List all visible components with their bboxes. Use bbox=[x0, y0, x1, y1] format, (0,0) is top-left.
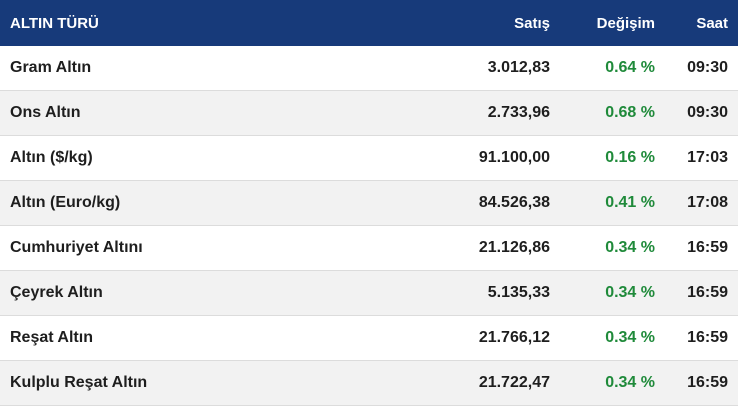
gold-type: Reşat Altın bbox=[10, 329, 93, 346]
sell-price: 3.012,83 bbox=[487, 59, 550, 76]
sell-price: 21.722,47 bbox=[478, 374, 550, 391]
change-percent: 0.41 % bbox=[605, 194, 655, 211]
sell-price: 91.100,00 bbox=[478, 149, 550, 166]
table-row[interactable]: Altın (Euro/kg) 84.526,38 0.41 % 17:08 bbox=[0, 181, 738, 226]
header-time[interactable]: Saat bbox=[696, 14, 728, 32]
header-change[interactable]: Değişim bbox=[596, 14, 655, 32]
update-time: 16:59 bbox=[687, 374, 728, 391]
change-percent: 0.16 % bbox=[605, 149, 655, 166]
sell-price: 2.733,96 bbox=[487, 104, 550, 121]
header-name[interactable]: ALTIN TÜRÜ bbox=[10, 14, 99, 32]
sell-price: 84.526,38 bbox=[478, 194, 550, 211]
table-header: ALTIN TÜRÜ Satış Değişim Saat bbox=[0, 0, 738, 46]
sell-price: 21.126,86 bbox=[478, 239, 550, 256]
gold-type: Altın (Euro/kg) bbox=[10, 194, 121, 211]
update-time: 16:59 bbox=[687, 284, 728, 301]
header-sell[interactable]: Satış bbox=[514, 14, 550, 32]
change-percent: 0.34 % bbox=[605, 374, 655, 391]
change-percent: 0.68 % bbox=[605, 104, 655, 121]
update-time: 09:30 bbox=[687, 59, 728, 76]
table-row[interactable]: Kulplu Reşat Altın 21.722,47 0.34 % 16:5… bbox=[0, 361, 738, 406]
sell-price: 5.135,33 bbox=[487, 284, 550, 301]
change-percent: 0.34 % bbox=[605, 329, 655, 346]
gold-type: Gram Altın bbox=[10, 59, 92, 76]
table-row[interactable]: Altın ($/kg) 91.100,00 0.16 % 17:03 bbox=[0, 136, 738, 181]
gold-type: Çeyrek Altın bbox=[10, 284, 103, 301]
gold-type: Cumhuriyet Altını bbox=[10, 239, 143, 256]
update-time: 17:08 bbox=[687, 194, 728, 211]
change-percent: 0.64 % bbox=[605, 59, 655, 76]
table-row[interactable]: Ons Altın 2.733,96 0.68 % 09:30 bbox=[0, 91, 738, 136]
update-time: 16:59 bbox=[687, 329, 728, 346]
table-row[interactable]: Gram Altın 3.012,83 0.64 % 09:30 bbox=[0, 46, 738, 91]
gold-type: Altın ($/kg) bbox=[10, 149, 93, 166]
sell-price: 21.766,12 bbox=[478, 329, 550, 346]
change-percent: 0.34 % bbox=[605, 284, 655, 301]
update-time: 16:59 bbox=[687, 239, 728, 256]
change-percent: 0.34 % bbox=[605, 239, 655, 256]
table-row[interactable]: Çeyrek Altın 5.135,33 0.34 % 16:59 bbox=[0, 271, 738, 316]
update-time: 09:30 bbox=[687, 104, 728, 121]
table-row[interactable]: Reşat Altın 21.766,12 0.34 % 16:59 bbox=[0, 316, 738, 361]
gold-type: Kulplu Reşat Altın bbox=[10, 374, 148, 391]
gold-type: Ons Altın bbox=[10, 104, 81, 121]
table-row[interactable]: Cumhuriyet Altını 21.126,86 0.34 % 16:59 bbox=[0, 226, 738, 271]
update-time: 17:03 bbox=[687, 149, 728, 166]
